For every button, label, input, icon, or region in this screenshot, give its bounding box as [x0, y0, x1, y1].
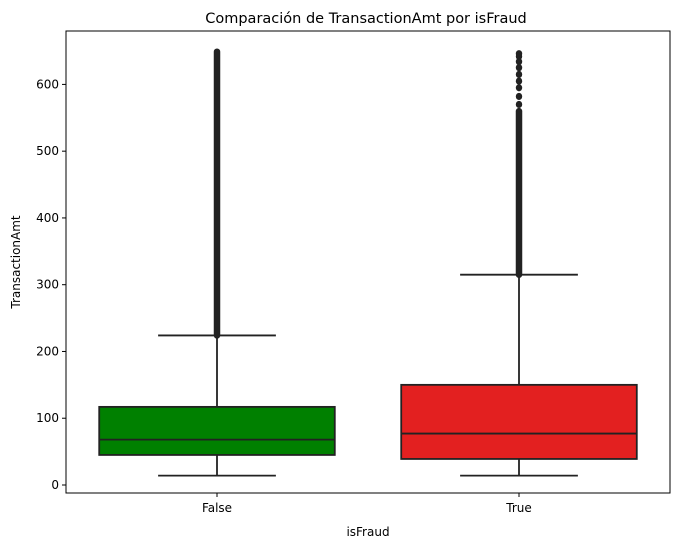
- x-axis: False True: [202, 493, 532, 515]
- plot-frame: [65, 30, 671, 494]
- x-tick-label: True: [505, 501, 532, 515]
- outlier-point: [515, 70, 523, 78]
- plot-area: [98, 48, 638, 477]
- y-tick-label: 0: [51, 478, 59, 492]
- y-tick-label: 100: [36, 411, 59, 425]
- x-axis-label: isFraud: [346, 525, 389, 539]
- y-axis-label: TransactionAmt: [9, 215, 23, 310]
- box-false: [98, 48, 336, 477]
- y-tick-label: 500: [36, 144, 59, 158]
- outlier-point: [515, 100, 523, 109]
- outlier-point: [515, 92, 523, 101]
- y-tick-label: 600: [36, 77, 59, 91]
- chart-title: Comparación de TransactionAmt por isFrau…: [205, 11, 527, 27]
- outlier-point: [515, 50, 523, 58]
- iqr-box: [400, 383, 638, 460]
- outlier-point: [515, 58, 523, 66]
- iqr-box: [98, 405, 336, 456]
- box-true: [400, 50, 638, 477]
- y-tick-label: 200: [36, 344, 59, 358]
- y-tick-label: 300: [36, 278, 59, 292]
- outlier-point: [515, 84, 523, 92]
- outlier-point: [515, 64, 523, 72]
- y-axis: 0 100 200 300 400 500 600: [36, 77, 66, 492]
- y-tick-label: 400: [36, 211, 59, 225]
- outlier-point: [515, 77, 523, 85]
- x-tick-label: False: [202, 501, 232, 515]
